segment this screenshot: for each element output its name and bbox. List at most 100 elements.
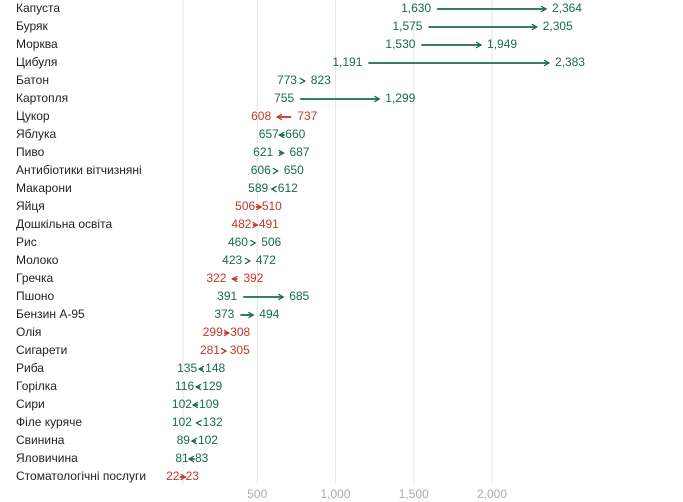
value-label: 81 [175, 451, 189, 465]
value-label: 685 [289, 289, 309, 303]
value-label: 132 [203, 415, 223, 429]
value-label: 308 [230, 325, 250, 339]
row-label: Яловичина [16, 451, 78, 465]
row: Пшоно 391 685 [16, 289, 310, 303]
row-label: Морква [16, 37, 58, 51]
value-label: 773 [277, 73, 297, 87]
value-label: 22 [166, 469, 180, 483]
row: Молоко 423 472 [16, 253, 276, 267]
value-label: 129 [202, 379, 222, 393]
row: Антибіотики вітчизняні 606 650 [16, 163, 304, 177]
value-label: 102 [172, 397, 192, 411]
row: Буряк 1,575 2,305 [16, 19, 573, 33]
row: Яловичина 81 83 [16, 451, 209, 465]
value-label: 1,191 [332, 55, 362, 69]
value-label: 506 [261, 235, 281, 249]
value-label: 423 [222, 253, 242, 267]
row-label: Бензин А-95 [16, 307, 85, 321]
value-label: 657 [259, 127, 279, 141]
rows: Капуста 1,630 2,364 Буряк 1,575 2,305 Морква 1,… [16, 1, 585, 483]
row-label: Сигарети [16, 343, 67, 357]
row-label: Макарони [16, 181, 72, 195]
value-label: 506 [235, 199, 255, 213]
row: Пиво 621 687 [16, 145, 310, 159]
x-axis: 500 1,000 1,500 2,000 [247, 487, 507, 501]
value-label: 1,630 [401, 1, 431, 15]
value-label: 1,949 [487, 37, 517, 51]
row: Філе куряче 102 132 [16, 415, 223, 429]
row: Гречка 322 392 [16, 271, 264, 285]
grid [182, 0, 493, 484]
value-label: 608 [251, 109, 271, 123]
row-label: Риба [16, 361, 44, 375]
row: Олія 299 308 [16, 325, 251, 339]
row-label: Свинина [16, 433, 65, 447]
row: Стоматологічні послуги 22 23 [16, 469, 199, 483]
value-label: 650 [284, 163, 304, 177]
row-label: Сири [16, 397, 45, 411]
value-label: 737 [297, 109, 317, 123]
value-label: 606 [251, 163, 271, 177]
row: Горілка 116 129 [16, 379, 223, 393]
value-label: 510 [262, 199, 282, 213]
row: Цукор 608 737 [16, 109, 318, 123]
value-label: 281 [200, 343, 220, 357]
value-label: 148 [205, 361, 225, 375]
value-label: 2,305 [543, 19, 573, 33]
value-label: 392 [243, 271, 263, 285]
row: Макарони 589 612 [16, 181, 298, 195]
row-label: Дошкільна освіта [16, 217, 112, 231]
row: Риба 135 148 [16, 361, 226, 375]
value-label: 460 [228, 235, 248, 249]
value-label: 373 [214, 307, 234, 321]
row: Свинина 89 102 [16, 433, 218, 447]
row-label: Філе куряче [16, 415, 82, 429]
value-label: 823 [311, 73, 331, 87]
row-label: Антибіотики вітчизняні [16, 163, 142, 177]
row-label: Капуста [16, 1, 60, 15]
row-label: Буряк [16, 19, 49, 33]
value-label: 1,299 [385, 91, 415, 105]
value-label: 83 [195, 451, 209, 465]
value-label: 472 [256, 253, 276, 267]
row-label: Стоматологічні послуги [16, 469, 146, 483]
row: Яйця 506 510 [16, 199, 282, 213]
row: Сигарети 281 305 [16, 343, 250, 357]
value-label: 305 [230, 343, 250, 357]
value-label: 89 [177, 433, 191, 447]
row: Капуста 1,630 2,364 [16, 1, 582, 15]
x-tick-label: 500 [247, 487, 267, 501]
row-label: Гречка [16, 271, 54, 285]
value-label: 102 [172, 415, 192, 429]
row-label: Батон [16, 73, 49, 87]
x-tick-label: 1,500 [399, 487, 429, 501]
value-label: 687 [290, 145, 310, 159]
value-label: 109 [199, 397, 219, 411]
row: Батон 773 823 [16, 73, 331, 87]
row-label: Рис [16, 235, 37, 249]
value-label: 2,364 [552, 1, 582, 15]
value-label: 589 [248, 181, 268, 195]
row-label: Цибуля [16, 55, 57, 69]
row-label: Пиво [16, 145, 45, 159]
row: Картопля 755 1,299 [16, 91, 416, 105]
x-tick-label: 1,000 [320, 487, 350, 501]
value-label: 482 [231, 217, 251, 231]
row-label: Картопля [16, 91, 68, 105]
value-label: 116 [175, 379, 194, 393]
row: Дошкільна освіта 482 491 [16, 217, 279, 231]
value-label: 135 [177, 361, 197, 375]
value-label: 2,383 [555, 55, 585, 69]
row-label: Пшоно [16, 289, 55, 303]
value-label: 612 [278, 181, 298, 195]
value-label: 1,530 [385, 37, 415, 51]
row-label: Олія [16, 325, 41, 339]
value-label: 494 [259, 307, 279, 321]
row: Цибуля 1,191 2,383 [16, 55, 585, 69]
value-label: 1,575 [392, 19, 422, 33]
row: Рис 460 506 [16, 235, 282, 249]
row-label: Горілка [16, 379, 57, 393]
row-label: Цукор [16, 109, 50, 123]
row-label: Молоко [16, 253, 59, 267]
